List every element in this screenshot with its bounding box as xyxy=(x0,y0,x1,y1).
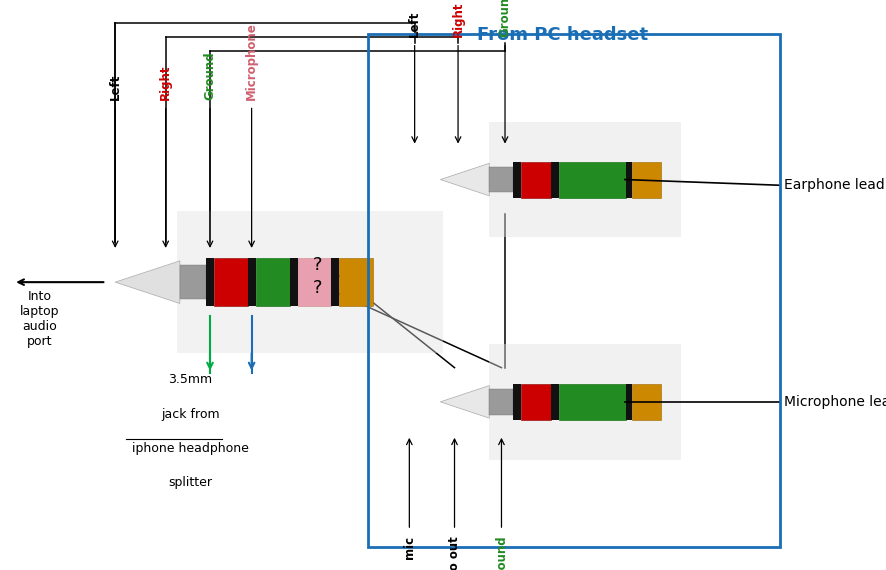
Text: iphone headphone: iphone headphone xyxy=(132,442,249,455)
Text: Microphone: Microphone xyxy=(245,22,258,100)
Bar xyxy=(331,258,339,306)
Text: Earphone lead: Earphone lead xyxy=(784,178,885,192)
Text: Ground: Ground xyxy=(499,0,511,37)
Polygon shape xyxy=(115,261,180,303)
Text: Ground: Ground xyxy=(204,51,216,100)
Text: Left: Left xyxy=(408,11,421,37)
Bar xyxy=(551,161,558,198)
Bar xyxy=(290,258,298,306)
Polygon shape xyxy=(440,385,489,418)
Text: ?: ? xyxy=(313,256,322,274)
Text: mic: mic xyxy=(403,536,416,559)
Text: From PC headset: From PC headset xyxy=(477,26,649,44)
Text: Left: Left xyxy=(109,74,121,100)
Bar xyxy=(368,34,780,547)
Bar xyxy=(633,384,661,420)
Bar xyxy=(513,384,521,420)
Text: Right: Right xyxy=(159,64,172,100)
Text: 3.5mm: 3.5mm xyxy=(168,373,213,386)
Text: ?: ? xyxy=(313,279,322,297)
Polygon shape xyxy=(440,163,489,196)
Bar xyxy=(489,344,681,459)
Bar xyxy=(626,384,633,420)
Bar xyxy=(214,258,248,306)
Bar xyxy=(206,258,214,306)
Bar xyxy=(558,161,626,198)
Bar xyxy=(256,258,290,306)
Text: Audio out: Audio out xyxy=(448,536,461,570)
Bar xyxy=(489,167,513,192)
Bar xyxy=(513,161,521,198)
Text: jack from: jack from xyxy=(161,408,220,421)
Bar xyxy=(633,161,661,198)
Bar xyxy=(298,258,331,306)
Bar xyxy=(339,258,373,306)
Text: Ground: Ground xyxy=(495,536,508,570)
Bar xyxy=(551,384,558,420)
Bar xyxy=(558,384,626,420)
Bar xyxy=(248,258,256,306)
Bar xyxy=(489,389,513,414)
Text: Right: Right xyxy=(452,2,464,37)
Text: splitter: splitter xyxy=(168,476,213,489)
Bar xyxy=(521,161,551,198)
Text: Into
laptop
audio
port: Into laptop audio port xyxy=(20,290,59,348)
Text: Microphone lead: Microphone lead xyxy=(784,395,886,409)
Bar xyxy=(180,265,206,299)
Bar xyxy=(489,122,681,237)
Bar xyxy=(626,161,633,198)
Bar xyxy=(521,384,551,420)
Bar xyxy=(177,211,443,353)
